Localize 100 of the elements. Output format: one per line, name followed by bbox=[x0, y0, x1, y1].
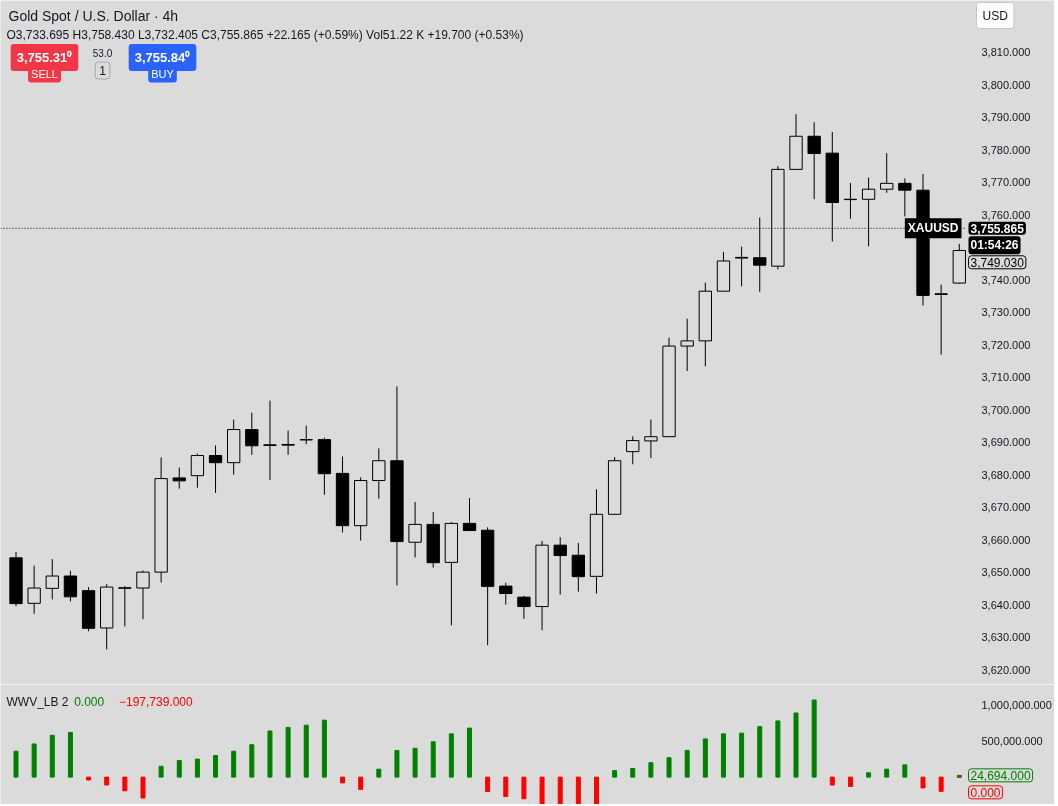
candlestick bbox=[245, 412, 259, 456]
y-tick-label: 500,000.000 bbox=[981, 735, 1043, 748]
bar bbox=[485, 776, 491, 793]
bar bbox=[303, 724, 309, 778]
y-tick-label: 3,650.000 bbox=[981, 566, 1031, 579]
bar bbox=[231, 750, 237, 778]
candlestick bbox=[680, 318, 694, 372]
text: 3,755.865 bbox=[970, 221, 1025, 236]
bar bbox=[86, 776, 92, 781]
y-tick-label: 3,760.000 bbox=[981, 208, 1031, 221]
candlestick bbox=[63, 570, 78, 602]
y-tick-label: 3,670.000 bbox=[981, 501, 1031, 514]
bar bbox=[521, 776, 527, 800]
bar bbox=[49, 734, 55, 778]
annotation: 3,755.84⁰ bbox=[134, 50, 191, 65]
bar bbox=[67, 731, 73, 778]
text: WWV_LB 2 bbox=[6, 694, 69, 709]
bar bbox=[539, 776, 545, 804]
bar bbox=[285, 726, 291, 778]
bar bbox=[194, 758, 200, 778]
bar bbox=[158, 765, 164, 778]
bar bbox=[321, 719, 327, 778]
annotation: BUY bbox=[151, 67, 175, 80]
candlestick bbox=[499, 582, 513, 606]
text: 3,749.030 bbox=[970, 255, 1025, 270]
candlestick bbox=[190, 453, 205, 489]
bar bbox=[811, 699, 817, 778]
annotation: 53.0 bbox=[92, 47, 113, 59]
candlestick bbox=[734, 246, 749, 287]
candlestick bbox=[299, 425, 313, 445]
y-tick-label: 3,680.000 bbox=[981, 468, 1031, 481]
bar bbox=[575, 776, 581, 804]
candlestick bbox=[571, 542, 586, 593]
y-tick-label: 3,640.000 bbox=[981, 598, 1031, 611]
candlestick bbox=[118, 585, 132, 627]
candlestick bbox=[934, 284, 948, 356]
candlestick bbox=[408, 501, 422, 559]
y-tick-label: 3,700.000 bbox=[981, 403, 1031, 416]
candlestick bbox=[626, 435, 640, 465]
candlestick bbox=[27, 565, 41, 615]
bar bbox=[666, 757, 672, 778]
bar bbox=[557, 776, 563, 804]
bar bbox=[467, 727, 472, 778]
bar bbox=[739, 732, 745, 778]
y-tick-label: 1,000,000.000 bbox=[981, 699, 1052, 712]
bar bbox=[720, 733, 726, 778]
candlestick bbox=[45, 558, 59, 600]
bar bbox=[648, 762, 654, 778]
candlestick bbox=[263, 400, 277, 481]
y-tick-label: 3,690.000 bbox=[981, 436, 1031, 449]
text: 24,694.000 bbox=[970, 768, 1031, 783]
candlestick bbox=[898, 177, 912, 217]
annotation: 0.000 bbox=[74, 695, 105, 709]
y-tick-label: 3,810.000 bbox=[981, 46, 1031, 59]
bar bbox=[104, 776, 110, 786]
annotation: SELL bbox=[31, 67, 58, 80]
bar bbox=[503, 776, 509, 798]
text: 01:54:26 bbox=[970, 238, 1019, 253]
candlestick bbox=[208, 444, 223, 494]
bar bbox=[902, 764, 908, 778]
bar bbox=[13, 750, 19, 778]
y-tick-label: 3,630.000 bbox=[981, 631, 1031, 644]
bar bbox=[122, 776, 128, 792]
annotation: 1 bbox=[99, 64, 107, 78]
bar bbox=[829, 776, 835, 786]
candlestick bbox=[553, 536, 567, 596]
candlestick bbox=[644, 418, 658, 459]
annotation: −197,739.000 bbox=[118, 695, 194, 709]
y-tick-label: 3,710.000 bbox=[981, 371, 1031, 384]
bar bbox=[702, 738, 708, 778]
bar bbox=[866, 772, 872, 778]
bar bbox=[340, 776, 346, 784]
y-tick-label: 3,740.000 bbox=[981, 273, 1031, 286]
bar bbox=[847, 776, 853, 787]
ref-line-label: XAUUSD bbox=[907, 221, 959, 236]
bar bbox=[267, 730, 273, 778]
bar bbox=[920, 776, 926, 789]
bar bbox=[430, 741, 436, 778]
bar bbox=[938, 776, 944, 792]
candlestick bbox=[136, 570, 150, 620]
candlestick bbox=[880, 152, 894, 194]
text: O3,733.695 H3,758.430 L3,732.405 C3,755.865 +22.165 (+0.59%) Vol51.22 K +19.700 (+0.53%) bbox=[6, 27, 524, 42]
bar bbox=[376, 768, 382, 778]
bar bbox=[394, 749, 400, 778]
bar bbox=[612, 770, 618, 778]
bar bbox=[793, 712, 799, 778]
y-tick-label: 3,620.000 bbox=[981, 663, 1031, 676]
bar bbox=[684, 749, 690, 778]
y-tick-label: 3,730.000 bbox=[981, 306, 1031, 319]
bar bbox=[140, 776, 146, 799]
y-tick-label: 3,720.000 bbox=[981, 338, 1031, 351]
candlestick bbox=[807, 121, 821, 200]
y-tick-label: 3,660.000 bbox=[981, 533, 1031, 546]
annotation: 3,755.31⁰ bbox=[16, 50, 73, 65]
bar bbox=[757, 726, 763, 778]
candlestick bbox=[462, 497, 477, 532]
bar bbox=[213, 754, 219, 778]
bar bbox=[884, 768, 890, 778]
text: Gold Spot / U.S. Dollar · 4h bbox=[8, 7, 179, 24]
bar bbox=[249, 744, 255, 778]
